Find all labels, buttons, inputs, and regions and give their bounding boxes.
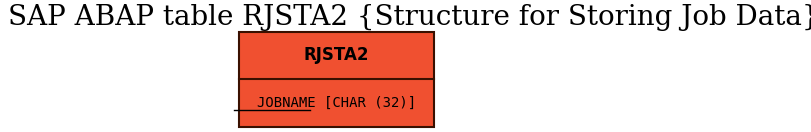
Text: RJSTA2: RJSTA2 (304, 46, 369, 64)
Text: SAP ABAP table RJSTA2 {Structure for Storing Job Data}: SAP ABAP table RJSTA2 {Structure for Sto… (8, 4, 811, 31)
Bar (239, 32, 434, 127)
Text: JOBNAME [CHAR (32)]: JOBNAME [CHAR (32)] (257, 96, 416, 110)
Text: JOBNAME [CHAR (32)]: JOBNAME [CHAR (32)] (257, 96, 416, 110)
